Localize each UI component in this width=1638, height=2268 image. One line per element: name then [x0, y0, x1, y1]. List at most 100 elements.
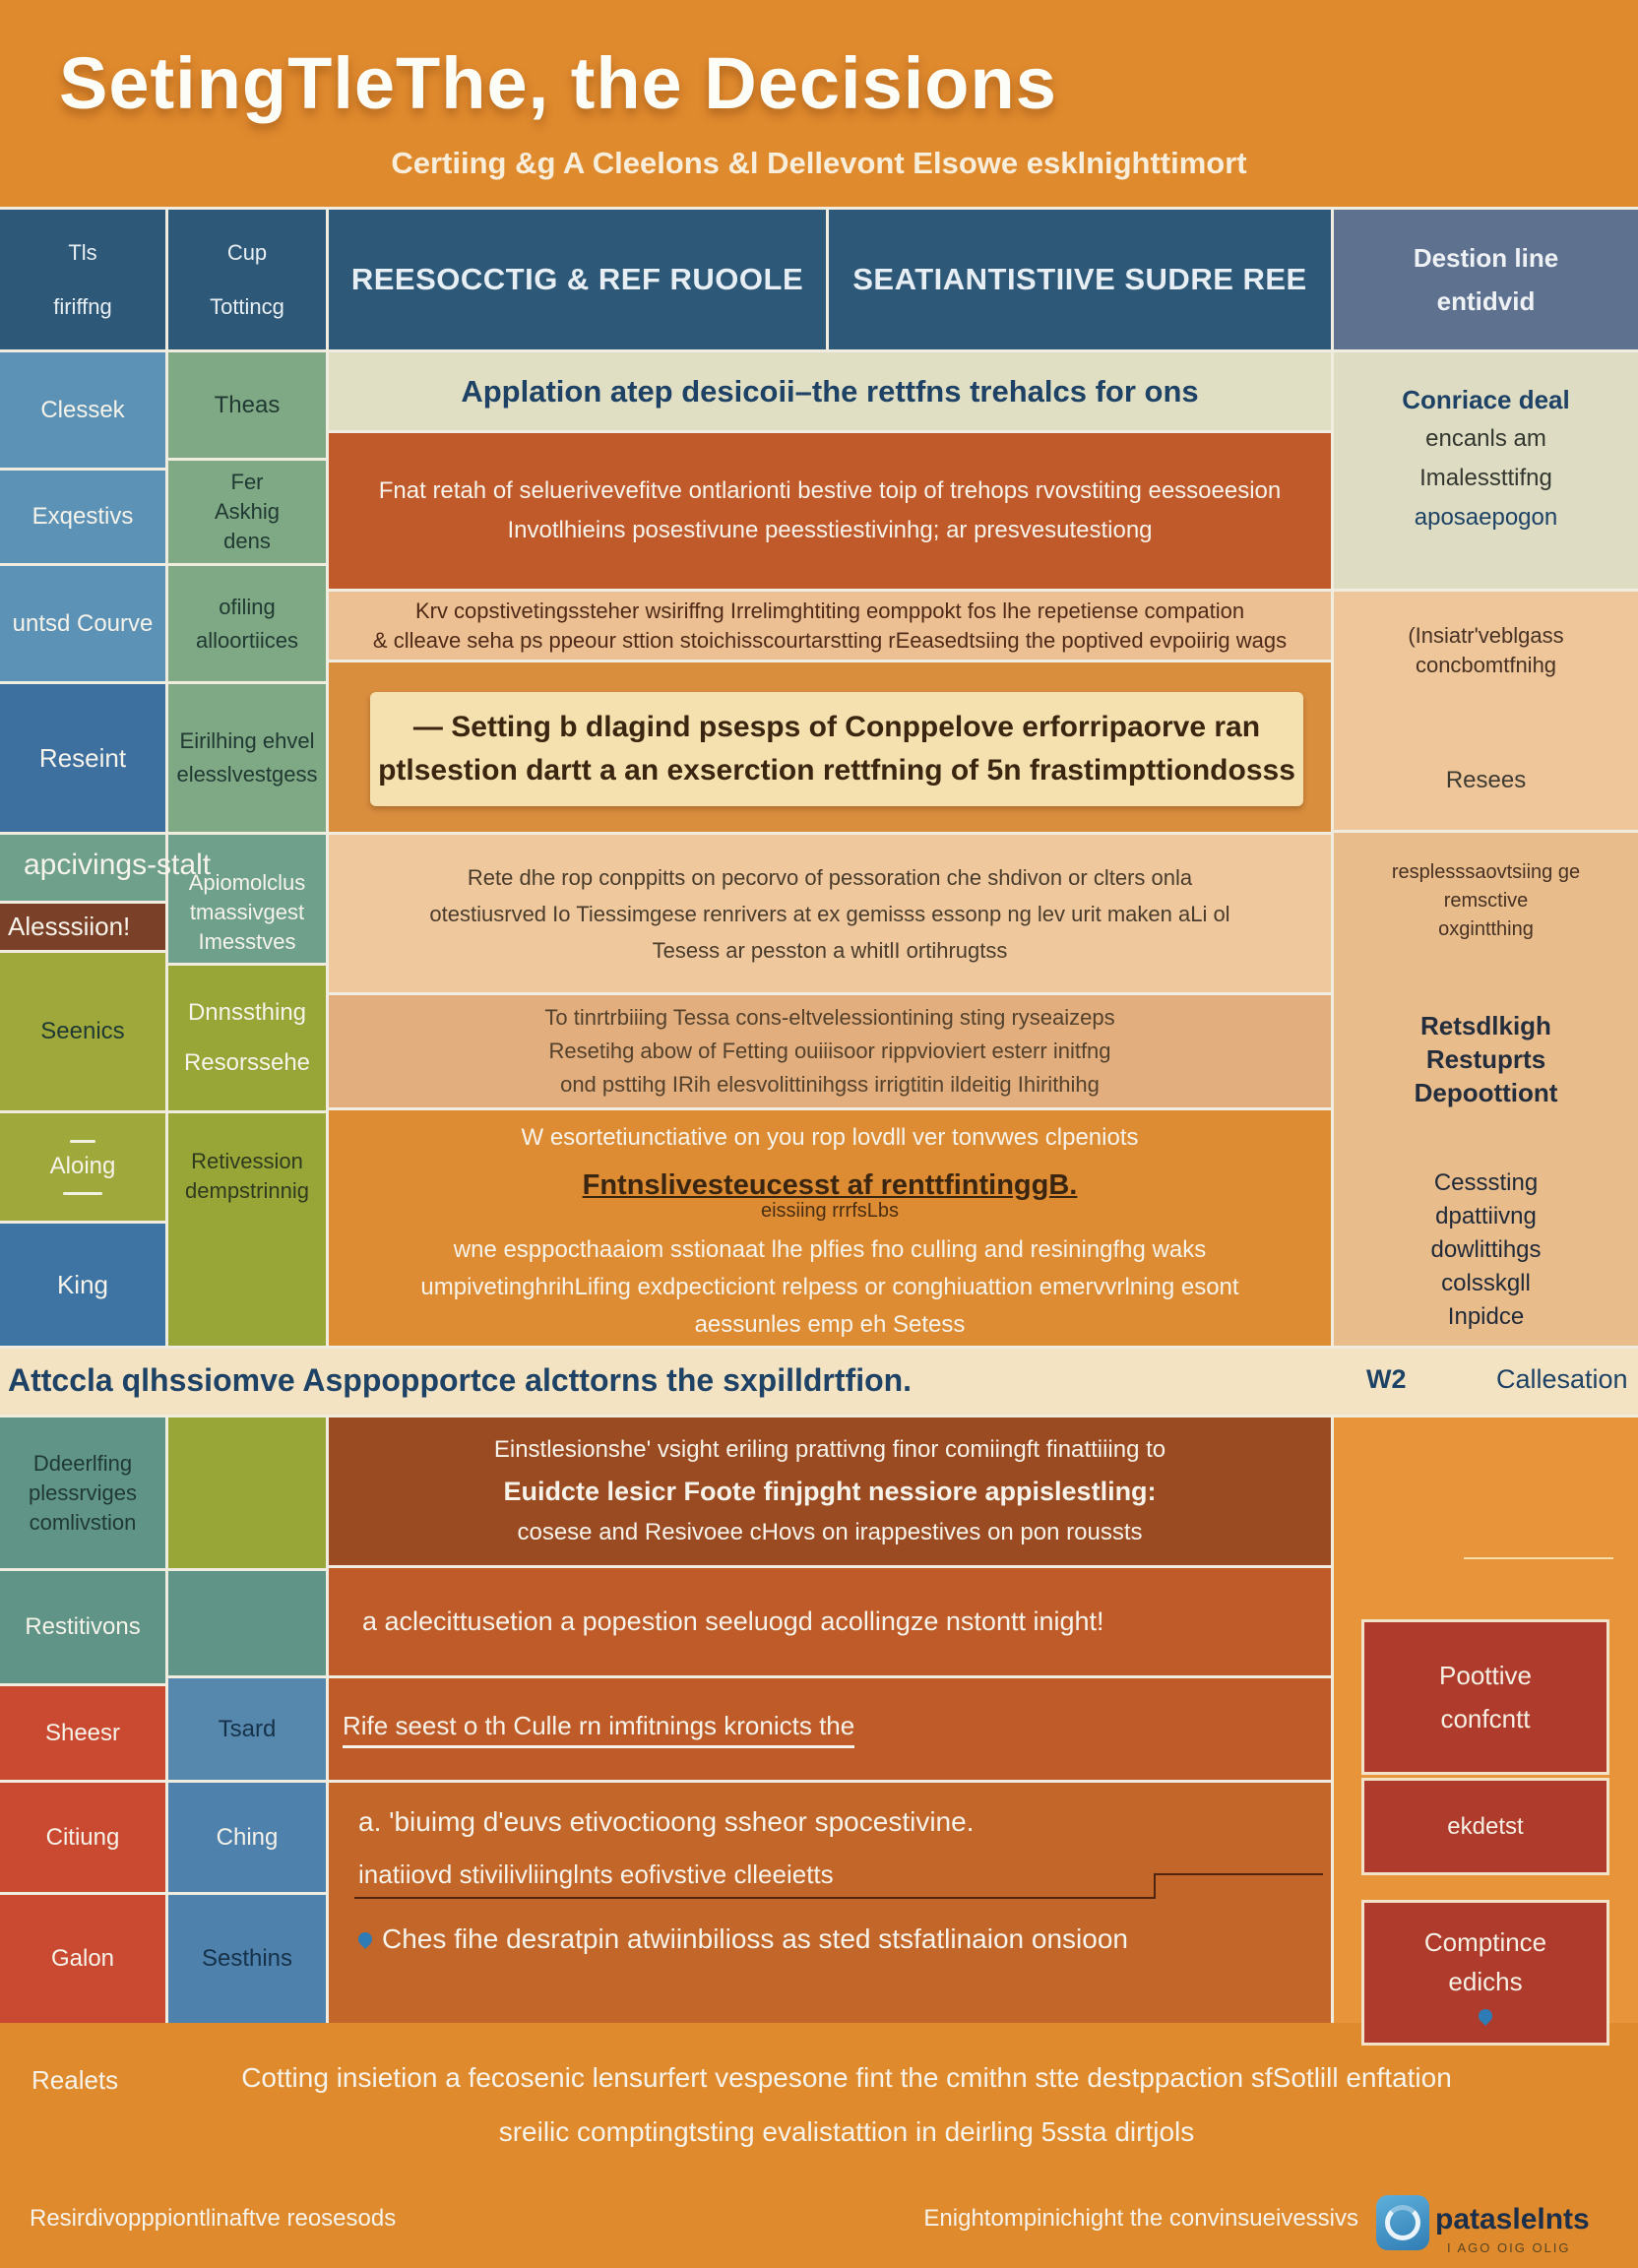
label-ching: Ching [216, 1823, 279, 1851]
right-cesssting-1: Cesssting [1433, 1169, 1539, 1196]
label-aloing: Aloing [49, 1152, 116, 1179]
label-galon: Galon [50, 1945, 115, 1972]
setting-callout-box: — Setting b dlagind psesps of Conppelove… [370, 692, 1303, 806]
row-label-tsard: Tsard [168, 1678, 326, 1780]
right-resples-2: remsctive [1443, 890, 1529, 912]
page-subtitle: Certiing &g A Cleelons &l Dellevont Elso… [391, 146, 1247, 180]
right-thin-divider [1464, 1557, 1613, 1559]
band-einst-line2: Euidcte lesicr Foote finjpght nessiore a… [503, 1477, 1157, 1506]
right-conriace-3: Imalessttifng [1419, 465, 1552, 491]
label-fer-2: Askhig [214, 499, 281, 524]
band-rete-line1: Rete dhe rop conppitts on pecorvo of pes… [467, 864, 1193, 890]
right-cesssting-3: dowlittihgs [1430, 1236, 1542, 1263]
page-title: SetingTleThe, the Decisions [59, 42, 1057, 124]
right-retsdlkigh-1: Retsdlkigh [1420, 1011, 1551, 1040]
band-esorte-line6: aessunles emp eh Setess [694, 1311, 966, 1338]
band-tinrtrbiiing-line3: ond psttihg IRih elesvolittinihgss irrig… [560, 1072, 1100, 1097]
row-cell-olive-blank [168, 1418, 326, 1568]
comptince-box: Comptince edichs [1361, 1900, 1609, 2046]
label-eirilhing-2: elesslvestgess [176, 762, 318, 787]
band-tinrtrbiiing: To tinrtrbiiing Tessa cons-eltvelessiont… [329, 995, 1331, 1107]
right-conriace-4: aposaepogon [1414, 504, 1558, 531]
band-esorte-line1: W esortetiunctiative on you rop lovdll v… [521, 1124, 1139, 1151]
right-cesssting-5: Inpidce [1447, 1303, 1525, 1330]
right-resples-3: oxgintthing [1438, 918, 1534, 940]
band-tinrtrbiiing-line1: To tinrtrbiiing Tessa cons-eltvelessiont… [544, 1005, 1115, 1030]
label-retivession-1: Retivession [191, 1149, 303, 1173]
label-ddeerlfing-3: comlivstion [29, 1509, 137, 1535]
label-exqestivs: Exqestivs [32, 503, 134, 530]
row-label-sheesr: Sheesr [0, 1686, 165, 1780]
row-label-ddeerlfing: Ddeerlfing plessrviges comlivstion [0, 1418, 165, 1568]
row-cell-teal-blank [0, 835, 165, 901]
brand-name: pataslelnts [1435, 2203, 1590, 2236]
label-reseint: Reseint [38, 742, 127, 773]
comptince-box-line1: Comptince [1423, 1927, 1547, 1957]
right-insiatr: (Insiatr'veblgass concbomtfnihg Resees [1334, 592, 1638, 830]
row-label-king: King [0, 1224, 165, 1346]
right-conriace-1: Conriace deal [1402, 385, 1570, 414]
right-conriace: Conriace deal encanls am Imalessttifng a… [1334, 352, 1638, 589]
band-esorte-small: eissiing rrrfsLbs [760, 1200, 900, 1222]
band-krv-line2: & clleave seha ps ppeour sttion stoichis… [372, 627, 1288, 653]
band-fnat-line1: Fnat retah of seluerivevefitve ontlarion… [378, 477, 1282, 504]
row-label-eirilhing: Eirilhing ehvel elesslvestgess [168, 684, 326, 832]
band-setting-callout-wrap: — Setting b dlagind psesps of Conppelove… [329, 662, 1331, 832]
row-cell-teal-blank2 [168, 1571, 326, 1675]
row-label-apiomolclus: Apiomolclus tmassivgest Imesstves [168, 835, 326, 963]
band-fnat-line2: Invotlhieins posestivune peesstiestivinh… [507, 517, 1153, 543]
label-apiomolclus-2: tmassivgest [189, 900, 305, 924]
logo-swirl-icon [1385, 2205, 1420, 2240]
brand-logo-icon [1376, 2195, 1429, 2250]
cream-strip-title: Attccla qlhssiomve Asppopportce alcttorn… [8, 1362, 913, 1398]
label-king: King [56, 1269, 109, 1299]
band-rete-line3: Tesess ar pesston a whitlI ortihrugtss [652, 937, 1008, 963]
header-cell-seatiantistive: SEATIANTISTIIVE SUDRE REE [829, 210, 1331, 349]
label-fer-1: Fer [230, 470, 264, 494]
cream-strip-callesation: Callesation [1496, 1364, 1628, 1394]
band-krv-line1: Krv copstivetingssteher wsiriffng Irreli… [414, 598, 1245, 623]
label-theas: Theas [214, 391, 281, 418]
header-cell-tls: Tls firiffng [0, 210, 165, 349]
row-label-alesssiion: Alesssiion! [0, 904, 165, 950]
band-biuimg-line2: inatiiovd stivilivliinglnts eofivstive c… [358, 1859, 834, 1889]
band-einstlesionshe: Einstlesionshe' vsight eriling prattivng… [329, 1418, 1331, 1565]
label-eirilhing-1: Eirilhing ehvel [179, 728, 315, 753]
band-esorte-line5: umpivetinghrihLifing exdpecticiont relpe… [420, 1274, 1239, 1300]
label-apiomolclus-3: Imesstves [198, 929, 296, 954]
cream-strip: Attccla qlhssiomve Asppopportce alcttorn… [0, 1349, 1638, 1415]
setting-callout-line2: ptlsestion dartt a an exserction rettfni… [378, 754, 1295, 787]
footer-realets: Realets [32, 2065, 119, 2095]
header-tls-line1: Tls [68, 239, 97, 265]
band-rete: Rete dhe rop conppitts on pecorvo of pes… [329, 835, 1331, 992]
row-label-theas: Theas [168, 352, 326, 458]
label-dnnssthing: Dnnssthing [187, 998, 307, 1026]
ekdetst-box-label: ekdetst [1447, 1812, 1524, 1840]
label-retivession-2: dempstrinnig [185, 1178, 309, 1203]
band-rife-text: Rife seest o th Culle rn imfitnings kron… [343, 1711, 855, 1748]
label-ddeerlfing-2: plessrviges [28, 1480, 138, 1505]
band-biuimg: a. 'biuimg d'euvs etivoctioong ssheor sp… [329, 1783, 1331, 2023]
label-apcivings-stalt: apcivings-stalt [24, 849, 212, 881]
row-label-sesthins: Sesthins [168, 1895, 326, 2023]
band-applation: Applation atep desicoii–the rettfns treh… [329, 352, 1331, 430]
right-resees: Resees [1445, 767, 1527, 793]
positive-content-box: Poottive confcntt [1361, 1619, 1609, 1775]
header-seatiantistive-label: SEATIANTISTIIVE SUDRE REE [852, 262, 1307, 296]
band-applation-text: Applation atep desicoii–the rettfns treh… [461, 373, 1199, 409]
band-biuimg-line1: a. 'biuimg d'euvs etivoctioong ssheor sp… [358, 1806, 975, 1837]
positive-box-line1: Poottive [1439, 1661, 1532, 1690]
row-label-ching: Ching [168, 1783, 326, 1892]
footer-line1: Cotting insietion a fecosenic lensurfert… [241, 2062, 1452, 2093]
label-fer-3: dens [223, 529, 271, 553]
right-resples-1: resplesssaovtsiing ge [1391, 861, 1581, 883]
row-label-untsd-courve: untsd Courve [0, 566, 165, 681]
right-cesssting-4: colsskgll [1441, 1270, 1531, 1296]
row-label-ofiling: ofiling alloortiices [168, 566, 326, 681]
comptince-box-line2: edichs [1448, 1967, 1523, 1996]
label-untsd-courve: untsd Courve [12, 609, 154, 637]
header-cup-line1: Cup [226, 239, 268, 265]
pin-icon [1476, 2006, 1495, 2026]
right-orange-panel: Poottive confcntt ekdetst Comptince edic… [1334, 1418, 1638, 2046]
row-label-clessek: Clessek [0, 352, 165, 468]
